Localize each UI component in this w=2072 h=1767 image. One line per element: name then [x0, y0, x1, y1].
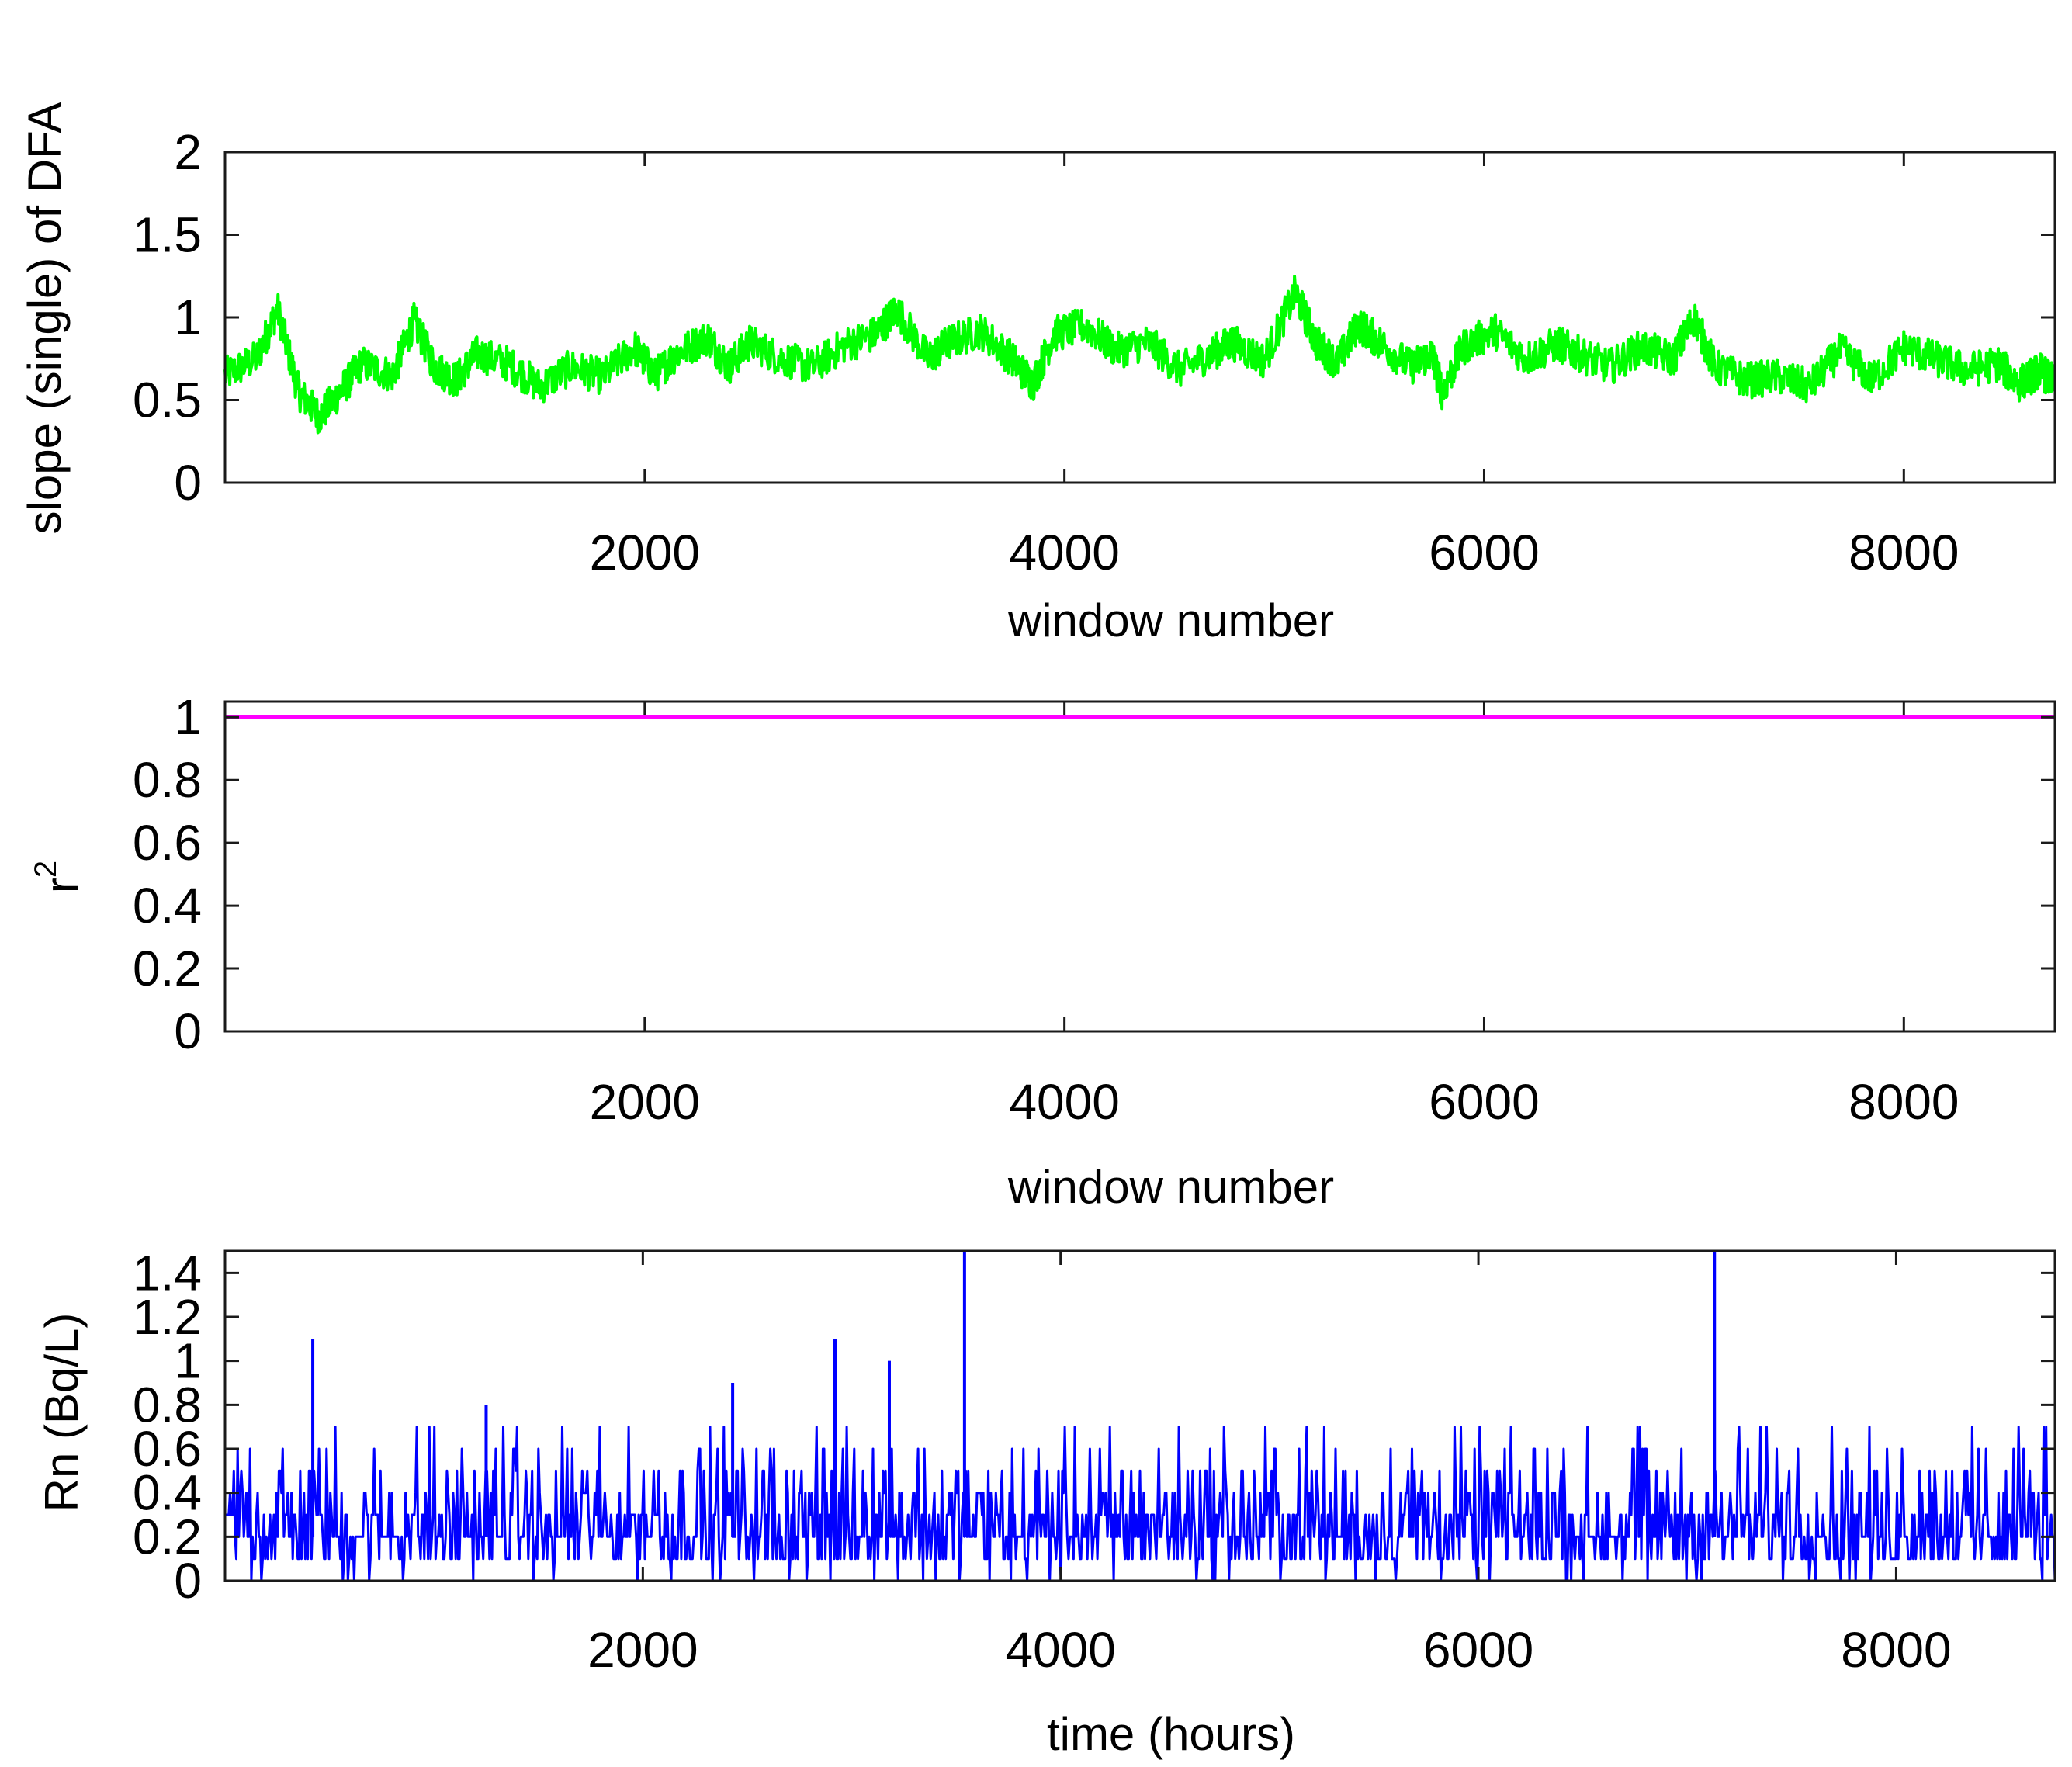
plot-frame [223, 700, 2056, 1033]
x-tick-label: 6000 [1429, 1074, 1539, 1130]
y-tick-label: 1 [174, 289, 202, 345]
y-tick-label: 1 [174, 1333, 202, 1389]
y-axis-label: Rn (Bq/L) [36, 1313, 88, 1512]
y-axis-label: r2 [29, 861, 88, 893]
plot-frame [223, 1249, 2056, 1582]
radon-panel: 2000 4000 6000 8000 00.20.40.60.811.21.4 time… [36, 1245, 2056, 1760]
x-tick-label: 2000 [590, 525, 700, 580]
x-tick-label: 8000 [1849, 525, 1959, 580]
x-tick-label: 4000 [1006, 1622, 1116, 1678]
series-line [225, 1426, 2056, 1582]
x-tick-label: 6000 [1429, 525, 1539, 580]
x-tick-label: 8000 [1841, 1622, 1951, 1678]
x-axis-label: window number [1007, 594, 1334, 646]
y-tick-label: 0.8 [133, 752, 202, 808]
y-tick-label: 0.2 [133, 941, 202, 996]
y-tick-label: 2 [174, 124, 202, 180]
x-tick-label: 4000 [1009, 1074, 1119, 1130]
x-tick-label: 4000 [1009, 525, 1119, 580]
y-tick-label: 0.8 [133, 1377, 202, 1433]
y-axis-label: slope (single) of DFA [19, 102, 71, 535]
series-line [223, 275, 2056, 435]
y-tick-label: 0 [174, 1553, 202, 1609]
y-tick-label: 0.4 [133, 1465, 202, 1521]
r-squared-panel: 2000 4000 6000 8000 0 0.2 0.4 0.6 0.8 1 window num… [29, 689, 2056, 1213]
x-tick-label: 2000 [590, 1074, 700, 1130]
y-tick-label: 1.2 [133, 1289, 202, 1345]
x-tick-label: 6000 [1423, 1622, 1533, 1678]
y-tick-label: 0.5 [133, 372, 202, 428]
plot-frame [223, 151, 2056, 484]
y-tick-label: 1 [174, 689, 202, 745]
y-tick-label: 1.5 [133, 207, 202, 263]
y-tick-label: 1.4 [133, 1245, 202, 1301]
y-tick-label: 0.6 [133, 1421, 202, 1477]
y-tick-label: 0 [174, 1003, 202, 1059]
y-tick-label: 0 [174, 455, 202, 511]
dfa-slope-panel: 2000 4000 6000 8000 0 0.5 1 1.5 2 window number sl… [19, 102, 2056, 646]
y-tick-label: 0.4 [133, 878, 202, 934]
x-axis-label: time (hours) [1047, 1708, 1295, 1760]
y-axis-label-superscript: 2 [29, 861, 63, 878]
y-tick-label: 0.2 [133, 1509, 202, 1564]
x-tick-label: 2000 [587, 1622, 698, 1678]
y-tick-label: 0.6 [133, 815, 202, 871]
x-axis-label: window number [1007, 1161, 1334, 1213]
x-tick-label: 8000 [1849, 1074, 1959, 1130]
